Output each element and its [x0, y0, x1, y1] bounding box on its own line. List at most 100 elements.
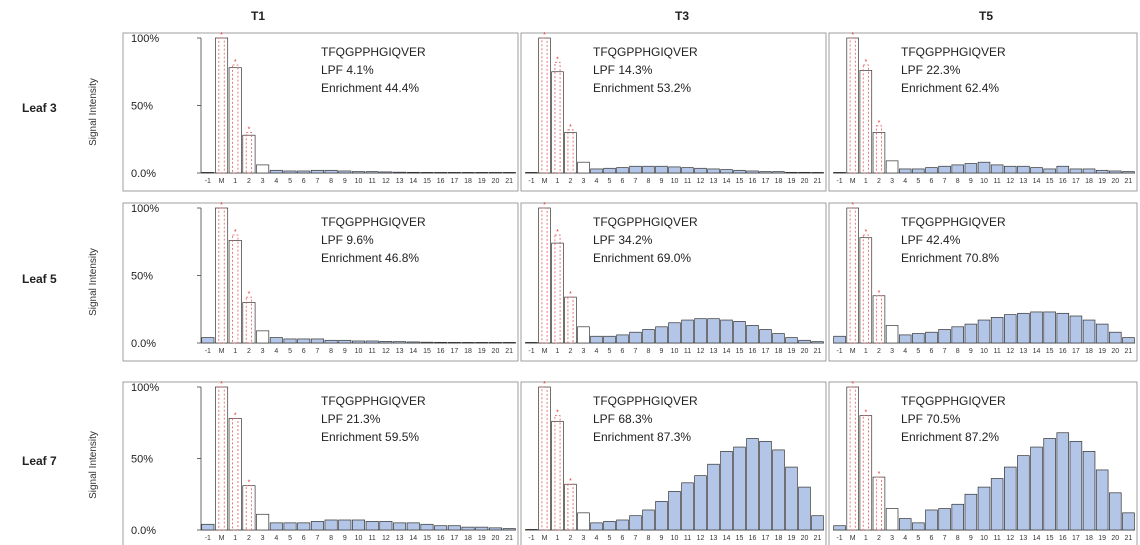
- x-tick-label: 5: [288, 348, 292, 355]
- panel-frame: [122, 32, 519, 192]
- x-tick-label: 10: [355, 178, 363, 185]
- x-tick-label: 16: [749, 348, 757, 355]
- x-tick-label: 8: [956, 348, 960, 355]
- x-tick-label: 4: [595, 348, 599, 355]
- bar: [872, 476, 886, 531]
- bar-marker: *: [569, 291, 572, 298]
- bar-marker: *: [248, 127, 251, 134]
- lpf-label: LPF 4.1%: [321, 63, 374, 77]
- bar: [746, 170, 759, 174]
- bar: [269, 169, 283, 174]
- bar: [269, 337, 283, 344]
- chart-panel: 100% 50% 0.0% -1 * M * 1 * 2 3 4 5 6 7 8 9 10 11 12 13 14 15 16…: [122, 32, 519, 192]
- bar: [538, 37, 551, 174]
- y-tick-label: 100%: [131, 382, 159, 394]
- bar: [603, 521, 616, 531]
- enrichment-label: Enrichment 87.2%: [901, 430, 999, 444]
- x-tick-label: 18: [464, 535, 472, 542]
- x-tick-label: 10: [355, 348, 363, 355]
- bar: [338, 339, 352, 344]
- x-tick-label: 3: [890, 348, 894, 355]
- chart-panel: -1 * M * 1 * 2 3 4 5 6 7 8 9 10 11 12 13 14 15 16 17 18 19 20 21 T…: [828, 32, 1138, 192]
- x-tick-label: 19: [1098, 178, 1106, 185]
- bar-marker: *: [543, 202, 546, 209]
- x-tick-label: 17: [762, 535, 770, 542]
- chart-panel: 100% 50% 0.0% -1 * M * 1 * 2 3 4 5 6 7 8 9 10 11 12 13 14 15 16…: [122, 381, 519, 545]
- bar: [733, 446, 746, 531]
- bar: [379, 171, 393, 174]
- bar-marker: *: [851, 32, 854, 39]
- bar: [629, 331, 642, 344]
- bar: [694, 167, 707, 174]
- bar: [215, 386, 229, 531]
- enrichment-label: Enrichment 53.2%: [593, 81, 691, 95]
- y-tick-label: 0.0%: [131, 338, 156, 350]
- bar: [447, 342, 461, 344]
- x-tick-label: 2: [247, 348, 251, 355]
- bar: [707, 463, 720, 531]
- bar: [668, 166, 681, 174]
- bar: [502, 528, 516, 531]
- x-tick-label: 19: [1098, 535, 1106, 542]
- x-tick-label: 8: [647, 348, 651, 355]
- x-tick-label: 10: [980, 348, 988, 355]
- theoretical-bar: [875, 295, 882, 344]
- bar-marker: *: [543, 32, 546, 39]
- x-tick-label: 3: [890, 178, 894, 185]
- peptide-label: TFQGPPHGIQVER: [901, 45, 1006, 59]
- bar: [746, 438, 759, 531]
- bar: [833, 172, 846, 174]
- x-tick-label: 10: [671, 535, 679, 542]
- bar: [365, 340, 379, 344]
- x-tick-label: 16: [437, 178, 445, 185]
- bar: [297, 522, 311, 531]
- theoretical-bar: [875, 476, 882, 531]
- x-tick-label: 19: [478, 535, 486, 542]
- theoretical-bar: [862, 415, 869, 531]
- y-axis-title: Signal Intensity: [88, 78, 99, 146]
- bar: [668, 322, 681, 344]
- bar: [1043, 168, 1056, 174]
- x-tick-label: 9: [660, 348, 664, 355]
- x-tick-label: 12: [382, 535, 390, 542]
- x-tick-label: 20: [492, 178, 500, 185]
- bar: [1056, 165, 1070, 174]
- x-tick-label: M: [850, 178, 856, 185]
- x-tick-label: 3: [261, 348, 265, 355]
- x-tick-label: 5: [608, 535, 612, 542]
- bar: [420, 172, 434, 174]
- bar: [785, 337, 798, 344]
- x-tick-label: 9: [969, 178, 973, 185]
- x-tick-label: 21: [505, 535, 513, 542]
- bar: [525, 172, 538, 174]
- bar: [977, 161, 991, 174]
- x-tick-label: -1: [528, 348, 534, 355]
- enrichment-label: Enrichment 59.5%: [321, 430, 419, 444]
- x-tick-label: 9: [660, 535, 664, 542]
- x-tick-label: 21: [505, 178, 513, 185]
- x-tick-label: 6: [930, 348, 934, 355]
- x-tick-label: 10: [671, 348, 679, 355]
- bar: [283, 338, 297, 344]
- col-title: T1: [251, 9, 265, 23]
- bar: [283, 522, 297, 531]
- bar: [872, 295, 886, 344]
- bar: [1095, 323, 1109, 344]
- bar: [228, 240, 242, 344]
- bar: [310, 169, 324, 174]
- panel-frame: [828, 32, 1138, 192]
- peptide-label: TFQGPPHGIQVER: [901, 215, 1006, 229]
- x-tick-label: 8: [329, 348, 333, 355]
- chart-panel: -1 * M * 1 * 2 3 4 5 6 7 8 9 10 11 12 13 14 15 16 17 18 19 20 21 T…: [828, 381, 1138, 545]
- bar: [1030, 446, 1043, 531]
- bar: [420, 341, 434, 344]
- x-tick-label: 11: [684, 348, 691, 355]
- x-tick-label: 6: [621, 178, 625, 185]
- col-title: T3: [675, 9, 689, 23]
- bar: [885, 160, 899, 174]
- x-tick-label: 3: [261, 178, 265, 185]
- theoretical-bar: [218, 207, 225, 344]
- theoretical-bar: [567, 483, 574, 531]
- x-tick-label: 5: [916, 348, 920, 355]
- bar: [694, 318, 707, 344]
